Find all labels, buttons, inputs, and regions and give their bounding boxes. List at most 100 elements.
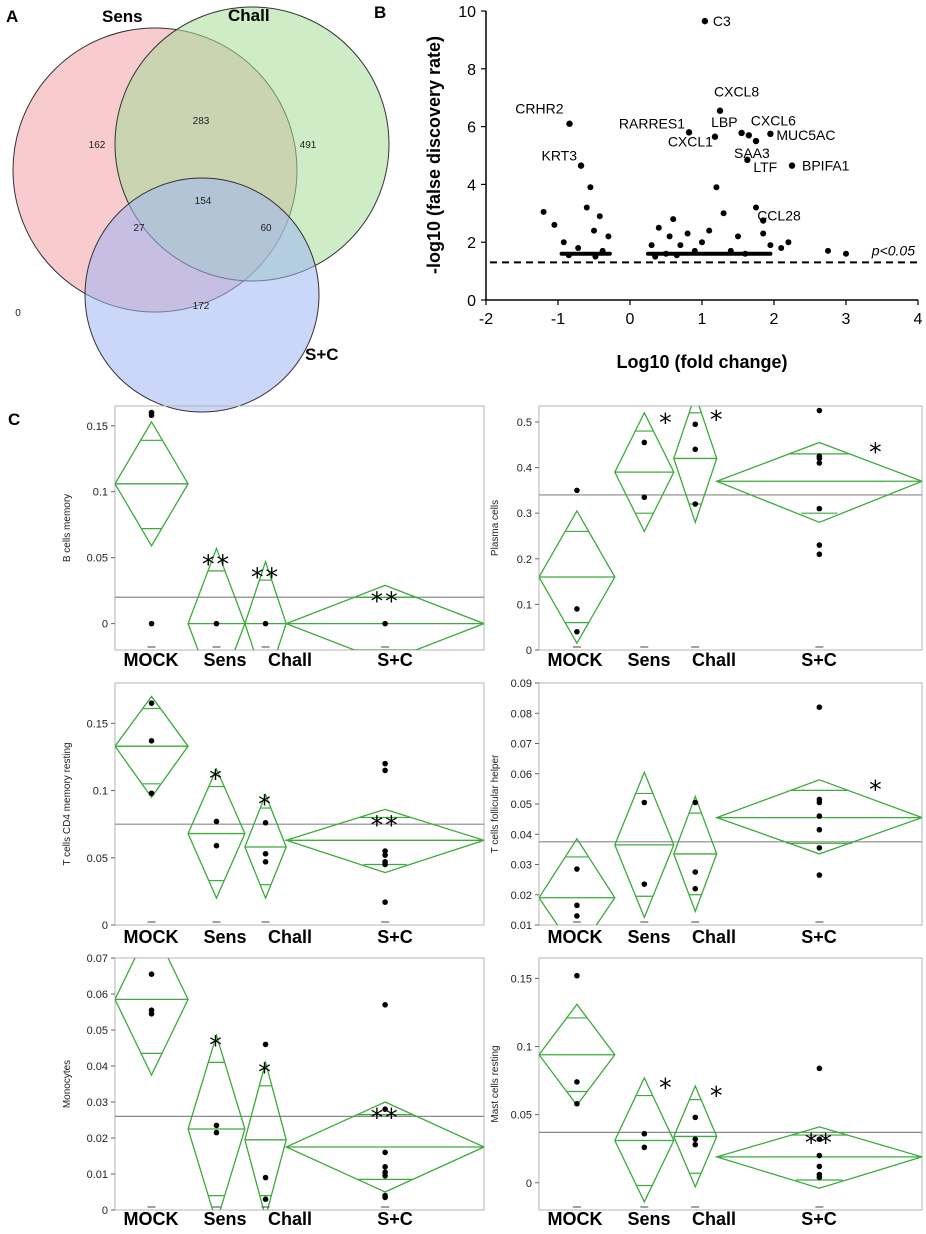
significance-stars: ** xyxy=(371,1103,400,1132)
mean-diamond xyxy=(539,509,616,645)
category-label: Chall xyxy=(268,650,312,670)
y-tick-label: 0.15 xyxy=(511,973,532,985)
y-tick-label: 0.05 xyxy=(87,853,108,865)
y-axis-title: Monocytes xyxy=(62,1060,73,1108)
data-point xyxy=(382,899,388,905)
data-point xyxy=(692,869,699,875)
volcano-x-tick-label: 2 xyxy=(770,311,779,328)
volcano-point-label: LBP xyxy=(711,114,737,130)
volcano-point xyxy=(666,233,673,240)
volcano-y-tick-label: 10 xyxy=(458,4,476,21)
data-point xyxy=(574,972,580,979)
plot-frame xyxy=(538,405,923,651)
venn-count-chall-only: 491 xyxy=(300,140,317,151)
data-point xyxy=(816,551,823,558)
mean-diamond xyxy=(187,546,246,650)
mean-diamond xyxy=(284,584,484,650)
data-point xyxy=(148,1011,155,1017)
volcano-point xyxy=(825,247,831,254)
volcano-point xyxy=(699,239,705,246)
category-label: Chall xyxy=(692,927,736,947)
venn-count-sens-chall: 283 xyxy=(193,116,210,127)
data-point xyxy=(574,1100,580,1107)
y-tick-label: 0.01 xyxy=(87,1169,108,1181)
significance-stars: * xyxy=(258,790,273,819)
y-tick-label: 0 xyxy=(102,619,108,631)
data-point xyxy=(692,501,699,507)
data-point xyxy=(262,850,269,857)
volcano-point xyxy=(720,210,727,217)
data-point xyxy=(816,1174,823,1181)
significance-stars: * xyxy=(258,1057,273,1086)
data-point xyxy=(262,1174,269,1181)
volcano-labeled-point xyxy=(767,130,774,138)
mean-diamond xyxy=(714,779,922,855)
volcano-labeled-point xyxy=(760,217,767,224)
volcano-point xyxy=(713,184,720,191)
volcano-x-tick-label: 0 xyxy=(626,311,635,328)
plot-frame xyxy=(538,682,923,926)
mean-diamond xyxy=(187,1033,246,1210)
volcano-point xyxy=(655,224,662,231)
volcano-point xyxy=(742,250,749,257)
mean-diamond xyxy=(284,1101,484,1193)
data-point xyxy=(262,859,269,865)
plot-frame xyxy=(114,957,485,1211)
venn-count-sc-only: 172 xyxy=(193,301,210,312)
data-point xyxy=(382,1173,388,1179)
mean-diamond xyxy=(614,411,675,533)
mean-diamond xyxy=(673,406,718,525)
y-tick-label: 0.07 xyxy=(87,953,108,965)
y-axis-title: T cells CD4 memory resting xyxy=(62,742,73,865)
volcano-point-label: CXCL1 xyxy=(668,134,713,150)
category-label: S+C xyxy=(801,650,837,670)
volcano-point xyxy=(767,242,774,249)
significance-stars: ** xyxy=(251,563,280,592)
significance-stars: * xyxy=(869,775,884,804)
volcano-point xyxy=(673,252,680,259)
plot-frame xyxy=(114,682,485,926)
volcano-threshold-label: p<0.05 xyxy=(871,242,915,258)
volcano-labeled-point xyxy=(577,162,585,169)
plot-frame xyxy=(538,957,923,1211)
data-point xyxy=(816,1065,823,1072)
mean-diamond xyxy=(614,1076,675,1204)
diamond-panel: MOCK Sens * Chall * S+C ** 0 0.05 0.1 0.15 Mast cel… xyxy=(490,957,923,1229)
category-label: MOCK xyxy=(548,927,603,947)
diamond-panel: MOCK Sens Chall S+C * 0.01 0.02 0.03 0.04 0.05 0.0… xyxy=(490,678,923,947)
category-label: S+C xyxy=(377,1209,413,1229)
data-point xyxy=(574,1079,580,1085)
mean-diamond xyxy=(614,770,675,920)
data-point xyxy=(213,1122,220,1129)
data-point xyxy=(816,407,823,414)
significance-stars: * xyxy=(659,408,674,437)
data-point xyxy=(574,628,580,635)
y-tick-label: 0.1 xyxy=(93,786,108,798)
data-point xyxy=(816,505,823,512)
data-point xyxy=(641,881,648,887)
y-tick-label: 0.1 xyxy=(93,487,108,499)
y-tick-label: 0.06 xyxy=(87,989,108,1001)
volcano-point xyxy=(670,216,677,223)
data-point xyxy=(816,1163,823,1170)
category-label: S+C xyxy=(377,650,413,670)
y-tick-label: 0.3 xyxy=(517,508,532,520)
volcano-labeled-point xyxy=(685,129,693,136)
category-label: Chall xyxy=(692,650,736,670)
volcano-point-label: CCL28 xyxy=(757,208,801,224)
data-point xyxy=(574,866,580,872)
y-tick-label: 0.03 xyxy=(87,1097,108,1109)
data-point xyxy=(382,767,388,774)
category-label: Sens xyxy=(203,650,246,670)
data-point xyxy=(262,1196,269,1202)
volcano-y-tick-label: 0 xyxy=(467,293,476,310)
y-tick-label: 0.15 xyxy=(87,718,108,730)
venn-title-chall: Chall xyxy=(228,6,270,25)
y-tick-label: 0.15 xyxy=(87,421,108,433)
volcano-point-label: BPIFA1 xyxy=(802,158,850,174)
volcano-point xyxy=(760,230,767,237)
y-tick-label: 0 xyxy=(102,920,108,932)
volcano-point xyxy=(663,250,669,257)
data-point xyxy=(816,1152,823,1159)
mean-diamond xyxy=(284,808,484,874)
